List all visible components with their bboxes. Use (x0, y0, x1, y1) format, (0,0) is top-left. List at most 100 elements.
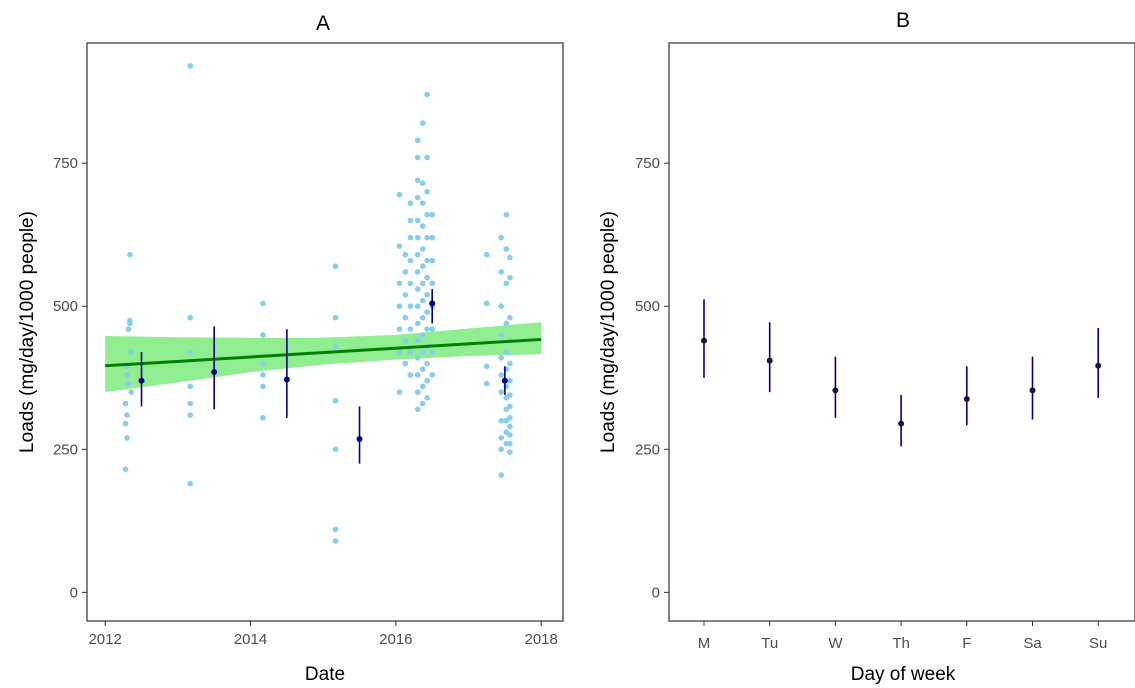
data-point-89 (424, 211, 430, 218)
data-point-92 (424, 274, 430, 281)
data-point-22 (260, 332, 266, 338)
panel-a-ylabel: Loads (mg/day/1000 people) (17, 211, 38, 453)
panel-a-means (138, 289, 508, 464)
data-point-93 (424, 292, 430, 298)
data-point-146 (507, 440, 513, 447)
data-point-6 (124, 412, 130, 418)
data-point-30 (332, 397, 339, 404)
data-point-1 (122, 420, 129, 427)
y-tick-label-0: 0 (70, 584, 78, 601)
data-point-117 (498, 372, 505, 378)
data-point-47 (407, 200, 414, 206)
data-point-75 (419, 223, 426, 229)
data-point-51 (407, 280, 414, 287)
data-point-127 (503, 349, 510, 355)
mean-point-W (832, 387, 839, 394)
mean-point-3 (356, 436, 363, 443)
data-point-111 (483, 380, 490, 387)
data-point-27 (332, 263, 339, 270)
data-point-86 (424, 91, 430, 98)
data-point-64 (414, 286, 421, 292)
data-point-108 (483, 251, 490, 258)
data-point-0 (122, 466, 129, 473)
x-tick-label-3: 2018 (525, 631, 558, 648)
data-point-38 (396, 326, 403, 332)
data-point-119 (498, 417, 505, 424)
data-point-26 (260, 415, 266, 421)
panel-a-trend (105, 337, 542, 368)
data-point-8 (125, 326, 132, 332)
data-point-32 (332, 526, 339, 533)
data-point-82 (419, 349, 426, 355)
data-point-69 (414, 372, 421, 378)
data-point-2 (122, 400, 129, 407)
data-point-81 (419, 332, 426, 338)
data-point-78 (419, 280, 426, 287)
data-point-147 (507, 449, 513, 456)
panel-b: B M Tu W Th F Sa Su 0 250 500 750 Day of week Load… (598, 9, 1135, 685)
mean-point-Sa (1029, 387, 1036, 394)
data-point-12 (128, 389, 135, 395)
panel-a-axes: 2012 2014 2016 2018 0 250 500 750 (53, 155, 558, 648)
mean-point-F (963, 395, 970, 402)
x-tick-label-0: 2012 (88, 631, 121, 648)
data-point-85 (419, 400, 426, 407)
data-point-124 (503, 246, 510, 252)
x-tick-label-F: F (962, 635, 971, 652)
data-point-125 (503, 280, 510, 287)
data-point-55 (407, 372, 414, 378)
data-point-144 (507, 423, 513, 430)
data-point-136 (507, 274, 513, 281)
x-tick-label-W: W (828, 635, 843, 652)
data-point-79 (419, 297, 426, 304)
data-point-77 (419, 263, 426, 270)
data-point-52 (407, 303, 414, 310)
y-tick-label-1: 250 (635, 441, 660, 458)
data-point-91 (424, 257, 430, 264)
mean-point-2 (283, 376, 290, 383)
data-point-94 (424, 309, 430, 315)
data-point-66 (414, 320, 421, 327)
data-point-116 (498, 355, 505, 361)
data-point-44 (402, 314, 409, 321)
data-point-65 (414, 303, 421, 310)
data-point-110 (483, 363, 490, 370)
data-point-102 (429, 257, 436, 264)
data-point-120 (498, 435, 505, 441)
data-point-29 (332, 343, 339, 350)
data-point-49 (407, 234, 414, 241)
mean-point-1 (211, 369, 218, 376)
data-point-68 (414, 355, 421, 361)
data-point-59 (414, 194, 421, 201)
data-point-23 (260, 360, 266, 367)
data-point-10 (127, 320, 133, 327)
data-point-40 (396, 389, 403, 395)
y-tick-label-1: 250 (53, 441, 78, 458)
data-point-54 (407, 349, 414, 355)
data-point-139 (507, 360, 513, 367)
data-point-100 (429, 211, 436, 218)
mean-point-Tu (766, 357, 773, 364)
data-point-58 (414, 177, 421, 184)
data-point-20 (187, 412, 193, 418)
x-tick-label-Su: Su (1089, 635, 1107, 652)
mean-point-M (701, 337, 707, 344)
data-point-105 (429, 326, 436, 332)
data-point-33 (332, 538, 339, 544)
panel-a: A 2012 2014 2016 2018 0 250 500 750 Date Loads … (17, 12, 564, 685)
data-point-25 (260, 383, 266, 390)
y-tick-label-3: 750 (635, 155, 660, 172)
data-point-57 (414, 154, 421, 161)
data-point-50 (407, 257, 414, 264)
panel-b-frame (668, 42, 1135, 622)
data-point-61 (414, 234, 421, 241)
data-point-13 (128, 349, 135, 355)
data-point-3 (124, 435, 130, 441)
data-point-17 (187, 383, 193, 390)
data-point-101 (429, 234, 436, 241)
data-point-95 (424, 326, 430, 332)
data-point-67 (414, 337, 421, 344)
y-tick-label-0: 0 (652, 584, 660, 601)
data-point-84 (419, 383, 426, 390)
